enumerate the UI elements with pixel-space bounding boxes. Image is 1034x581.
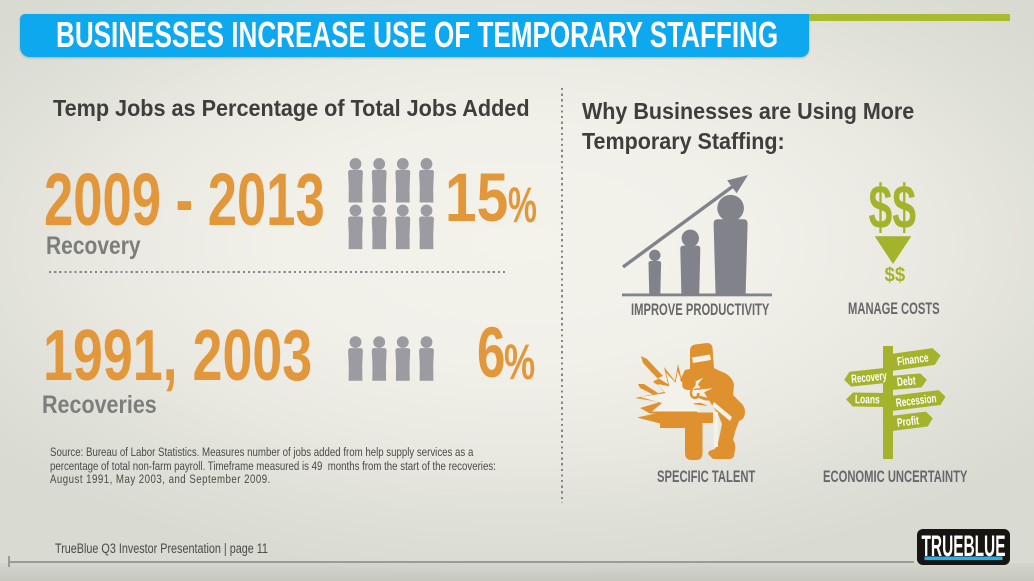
svg-text:Finance: Finance (896, 352, 929, 369)
svg-text:Profit: Profit (896, 415, 920, 430)
svg-text:$$: $$ (885, 265, 906, 287)
svg-text:Recession: Recession (895, 393, 937, 411)
svg-text:Debt: Debt (896, 375, 916, 389)
svg-text:$$: $$ (869, 174, 917, 243)
svg-text:Recovery: Recovery (851, 370, 888, 387)
svg-text:Loans: Loans (855, 394, 880, 407)
